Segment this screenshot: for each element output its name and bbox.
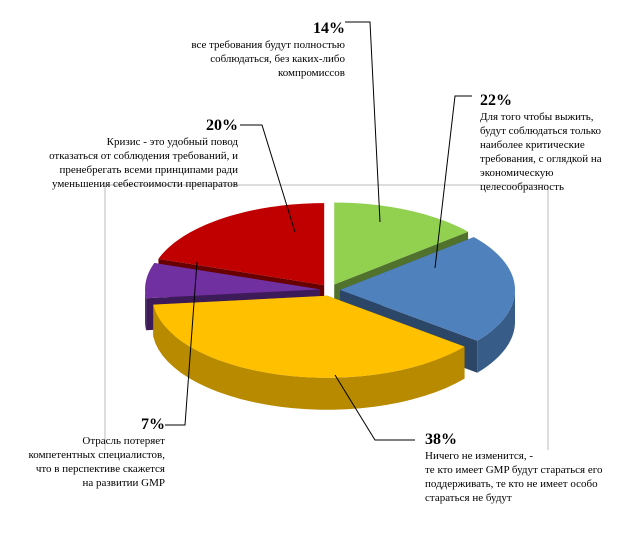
slice (158, 203, 325, 286)
slice-label: 7% Отрасль потеряет компетентных специали… (20, 416, 166, 490)
leader-line (240, 124, 296, 233)
category-label: все требования будут полностью соблюдать… (191, 39, 345, 79)
leader-line (345, 21, 381, 223)
slice (145, 263, 321, 299)
slice-label: 22% Для того чтобы выжить, будут соблюдат… (480, 92, 640, 194)
category-label: Для того чтобы выжить, будут соблюдаться… (480, 111, 602, 193)
value-label: 14% (313, 20, 345, 37)
slice (334, 202, 469, 285)
category-label: Кризис - это удобный повод отказаться от… (49, 136, 238, 190)
slice-wall (145, 289, 147, 331)
leader-line (434, 95, 472, 269)
slice-label: 14% все требования будут полностью соблюд… (150, 20, 345, 80)
slice (339, 237, 515, 341)
leader-line (165, 261, 198, 426)
slice-label: 20% Кризис - это удобный повод отказаться… (10, 117, 238, 191)
category-label: Отрасль потеряет компетентных специалист… (28, 435, 166, 489)
value-label: 7% (141, 416, 165, 433)
category-label: Ничего не изменится, - те кто имеет GMP … (425, 450, 603, 504)
slice (153, 295, 465, 378)
slice-label: 38% Ничего не изменится, - те кто имеет G… (425, 431, 640, 505)
value-label: 38% (425, 431, 457, 448)
slice-wall (477, 289, 515, 373)
value-label: 22% (480, 92, 512, 109)
leader-line (334, 374, 415, 441)
slice-wall (153, 304, 465, 410)
value-label: 20% (206, 117, 238, 134)
